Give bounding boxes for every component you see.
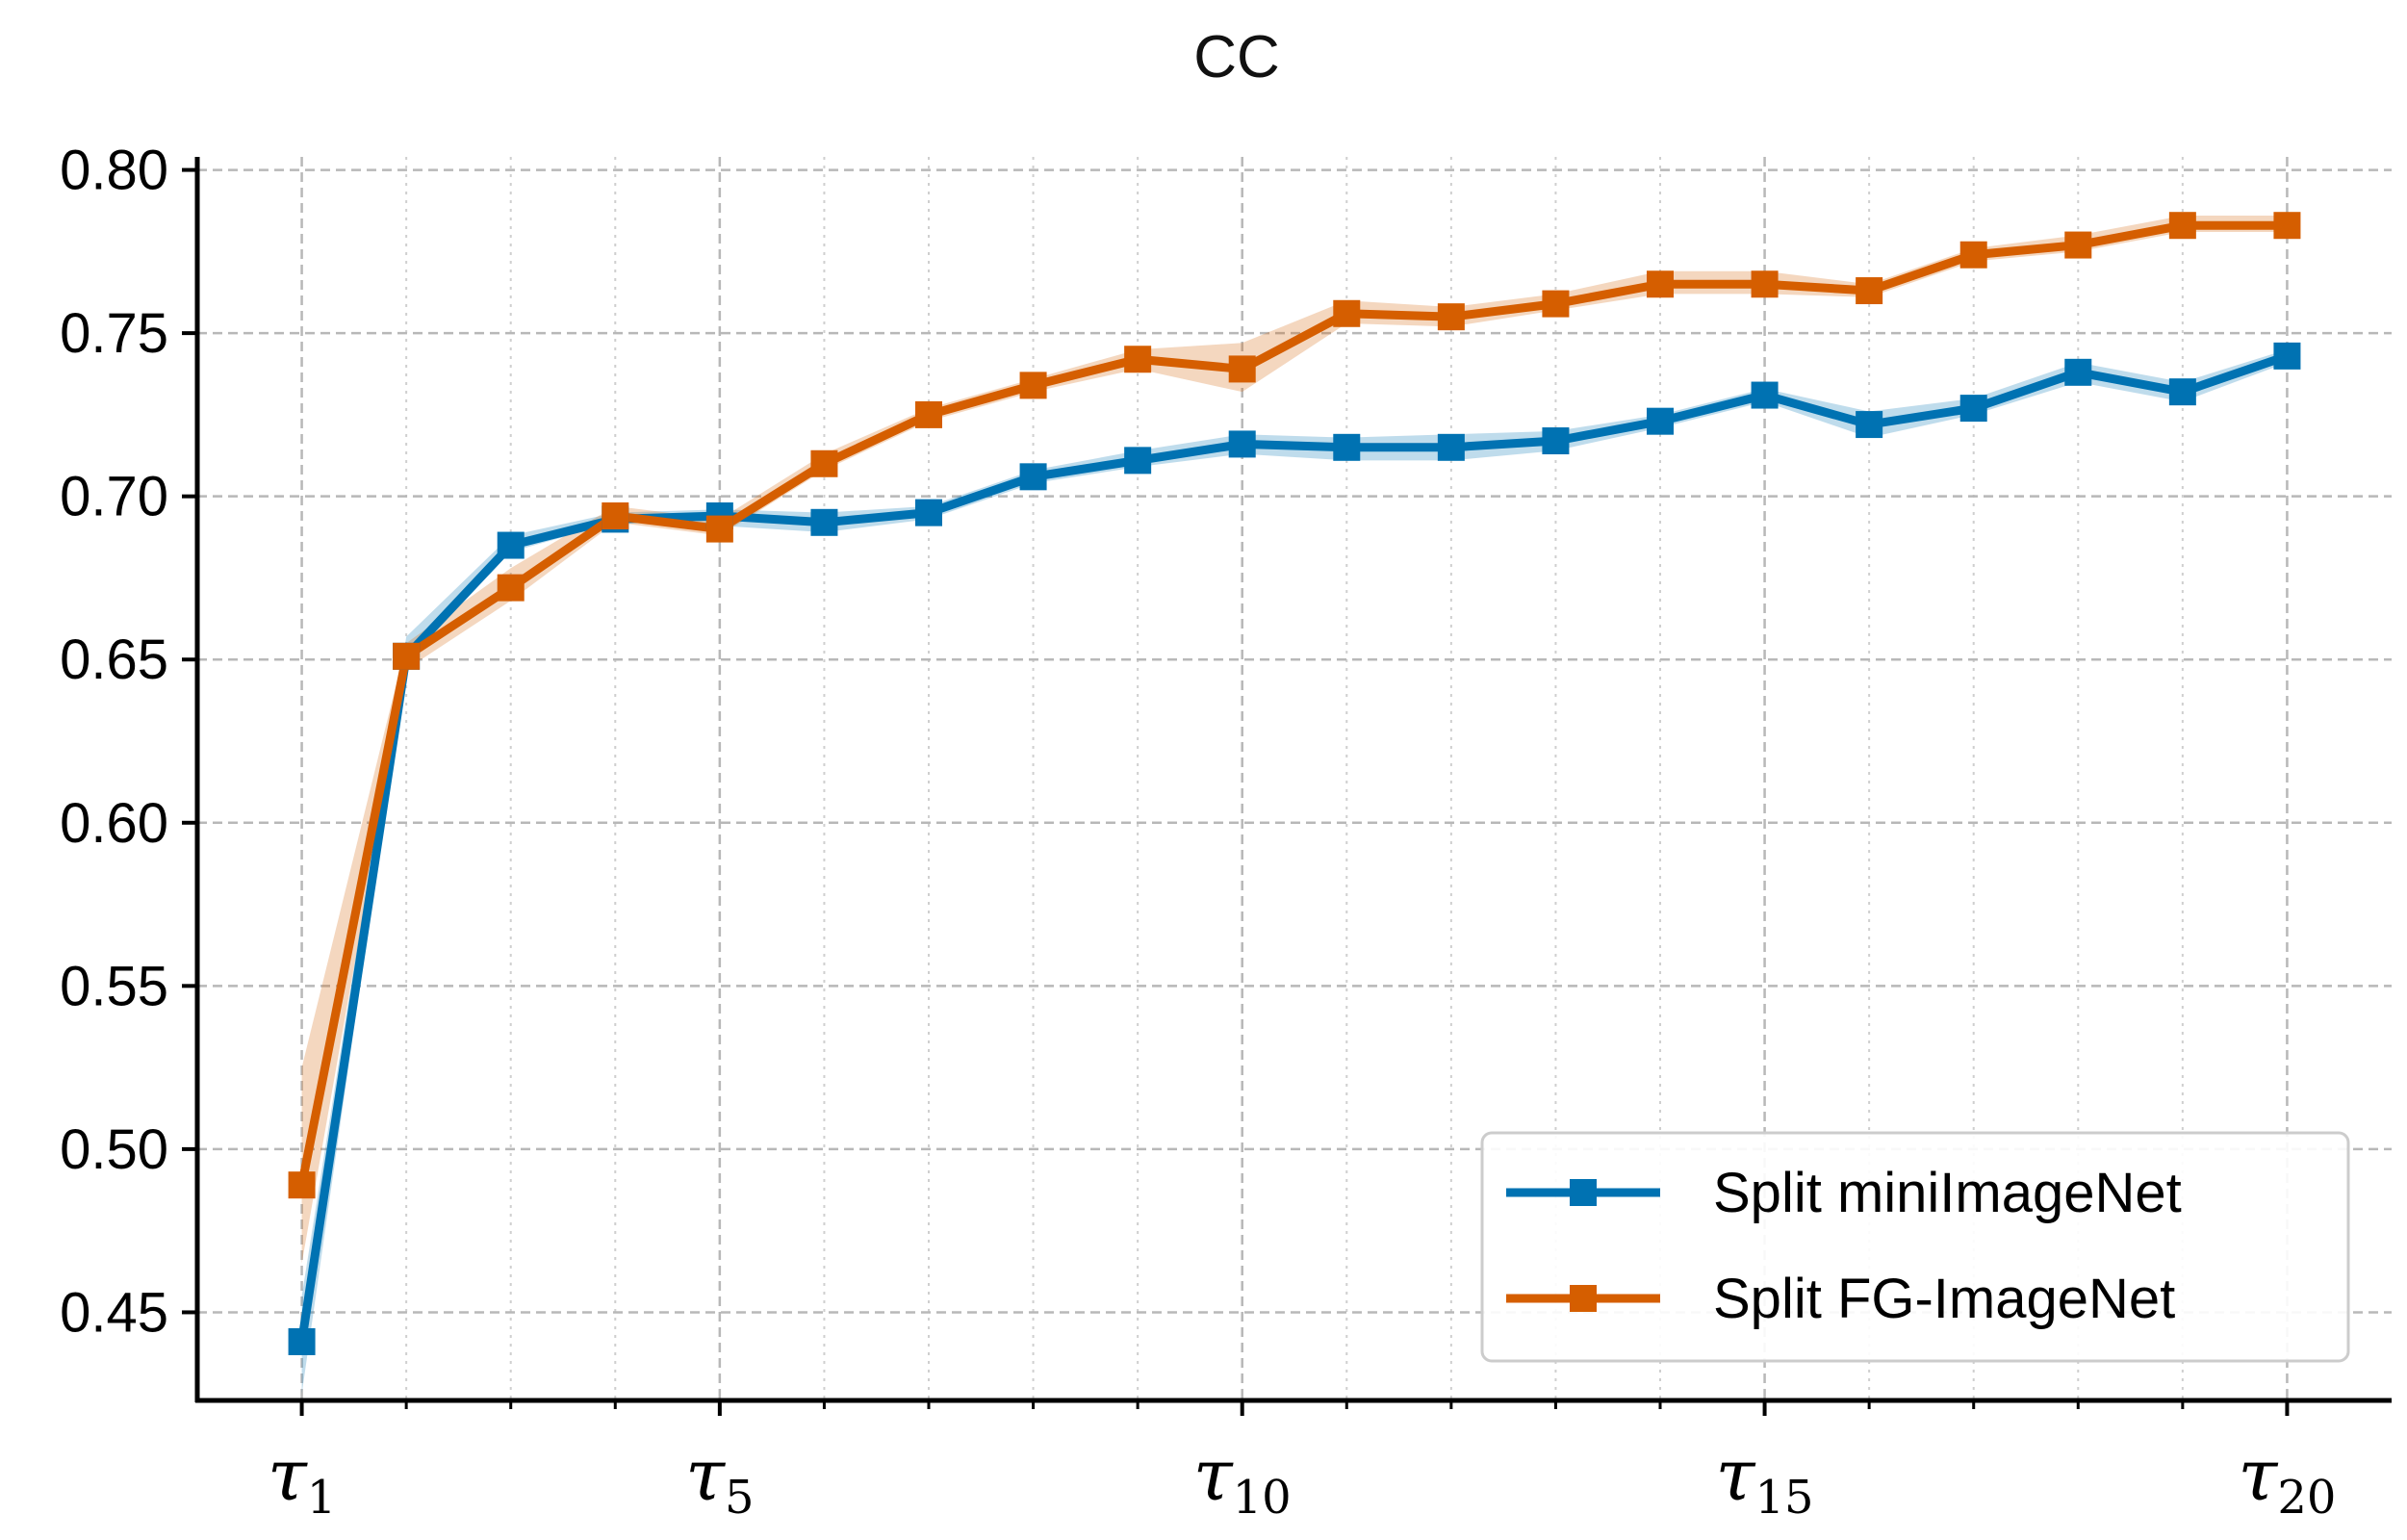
y-tick-label: 0.65 — [60, 629, 168, 691]
y-tick-labels: 0.45 0.50 0.55 0.60 0.65 0.70 0.75 0.80 — [60, 140, 168, 1345]
y-tick-label: 0.80 — [60, 140, 168, 202]
data-point-split-miniimagenet — [1333, 433, 1361, 461]
data-point-split-miniimagenet — [1542, 427, 1570, 455]
legend-label-split-fg-imagenet: Split FG-ImageNet — [1713, 1268, 2175, 1330]
data-point-split-miniimagenet — [497, 531, 525, 559]
axes — [182, 157, 2392, 1416]
data-point-split-fg-imagenet — [810, 449, 838, 477]
data-point-split-miniimagenet — [1019, 463, 1047, 491]
x-tick-label: τ15 — [1716, 1434, 1814, 1525]
data-point-split-fg-imagenet — [1856, 277, 1883, 305]
chart-title: CC — [1193, 24, 1280, 90]
data-point-split-miniimagenet — [1647, 407, 1674, 435]
data-point-split-fg-imagenet — [1959, 241, 1987, 269]
y-tick-label: 0.50 — [60, 1118, 168, 1181]
data-point-split-miniimagenet — [1856, 411, 1883, 439]
data-point-split-miniimagenet — [2273, 342, 2301, 370]
data-point-split-miniimagenet — [1437, 433, 1465, 461]
series-lines — [297, 220, 2292, 1347]
data-point-split-miniimagenet — [1959, 395, 1987, 423]
data-point-split-fg-imagenet — [1437, 303, 1465, 331]
x-tick-label: τ5 — [685, 1434, 755, 1525]
x-tick-labels: τ1 τ5 τ10 τ15 τ20 — [268, 1434, 2337, 1525]
data-point-split-fg-imagenet — [1019, 372, 1047, 399]
x-tick-label: τ20 — [2238, 1434, 2336, 1525]
data-point-split-miniimagenet — [1228, 430, 1256, 458]
y-tick-label: 0.45 — [60, 1281, 168, 1344]
y-tick-label: 0.75 — [60, 302, 168, 365]
band-split-fg-imagenet — [301, 216, 2288, 1264]
data-point-split-fg-imagenet — [1124, 346, 1152, 373]
data-point-split-fg-imagenet — [1751, 270, 1779, 298]
series-points — [288, 212, 2301, 1355]
y-tick-label: 0.70 — [60, 466, 168, 528]
x-tick-label: τ1 — [268, 1434, 337, 1525]
data-point-split-fg-imagenet — [288, 1171, 316, 1199]
data-point-split-miniimagenet — [1751, 381, 1779, 409]
data-point-split-fg-imagenet — [1333, 299, 1361, 327]
y-tick-label: 0.55 — [60, 955, 168, 1017]
data-point-split-miniimagenet — [915, 499, 942, 526]
data-point-split-fg-imagenet — [1228, 355, 1256, 383]
legend-marker-split-fg-imagenet — [1570, 1285, 1597, 1312]
data-point-split-fg-imagenet — [393, 642, 421, 670]
y-tick-label: 0.60 — [60, 792, 168, 855]
series-line-split-fg-imagenet — [297, 220, 2292, 1190]
legend-box — [1480, 1131, 2350, 1363]
legend-marker-split-miniimagenet — [1570, 1179, 1597, 1206]
x-tick-label: τ10 — [1193, 1434, 1292, 1525]
data-point-split-miniimagenet — [2168, 378, 2196, 406]
data-point-split-fg-imagenet — [2064, 231, 2092, 259]
legend-label-split-miniimagenet: Split miniImageNet — [1713, 1162, 2182, 1224]
data-point-split-miniimagenet — [810, 508, 838, 536]
data-point-split-fg-imagenet — [2168, 212, 2196, 240]
data-point-split-fg-imagenet — [2273, 212, 2301, 240]
data-point-split-fg-imagenet — [497, 574, 525, 602]
data-point-split-fg-imagenet — [915, 400, 942, 428]
data-point-split-fg-imagenet — [705, 515, 733, 543]
data-point-split-miniimagenet — [1124, 447, 1152, 475]
data-point-split-fg-imagenet — [602, 502, 629, 530]
data-point-split-fg-imagenet — [1647, 270, 1674, 298]
data-point-split-miniimagenet — [288, 1327, 316, 1355]
data-point-split-fg-imagenet — [1542, 290, 1570, 318]
legend: Split miniImageNet Split FG-ImageNet — [1480, 1131, 2350, 1363]
data-point-split-miniimagenet — [2064, 358, 2092, 386]
